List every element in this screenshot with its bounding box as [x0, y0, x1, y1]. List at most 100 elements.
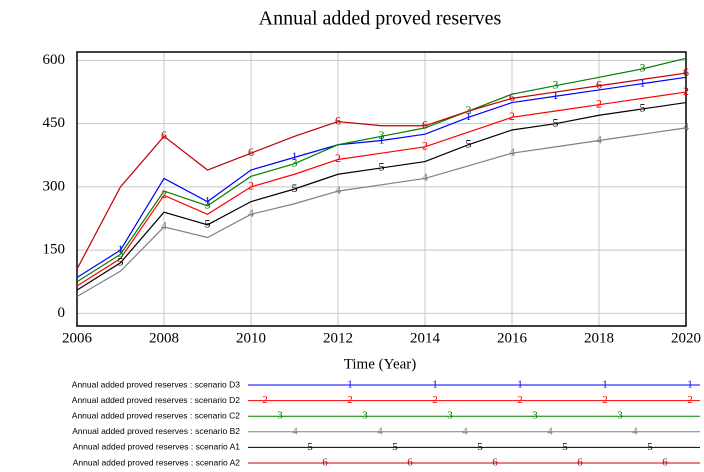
series-marker: 2 — [596, 96, 602, 110]
series-marker: 6 — [683, 65, 689, 79]
legend-marker: 5 — [477, 441, 483, 453]
series-line — [76, 101, 687, 291]
series-marker: 2 — [509, 109, 515, 123]
legend-marker: 4 — [292, 425, 298, 437]
legend-marker: 2 — [687, 394, 693, 406]
series-marker: 6 — [248, 145, 254, 159]
legend-marker: 3 — [617, 410, 623, 422]
legend-marker: 4 — [377, 425, 383, 437]
x-axis-label: Time (Year) — [344, 356, 417, 372]
legend-label: Annual added proved reserves : scenario … — [73, 457, 241, 467]
series-marker: 3 — [118, 246, 124, 260]
series-marker: 3 — [640, 61, 646, 75]
legend-marker: 1 — [687, 379, 693, 391]
series-line — [76, 72, 687, 270]
legend-label: Annual added proved reserves : scenario … — [72, 410, 240, 420]
x-tick-label: 2006 — [62, 330, 93, 346]
legend-marker: 6 — [577, 457, 583, 469]
series-marker: 5 — [553, 115, 559, 129]
series-marker: 5 — [640, 101, 646, 115]
series-marker: 1 — [379, 132, 385, 146]
series-marker: 5 — [205, 217, 211, 231]
chart-title: Annual added proved reserves — [259, 8, 502, 30]
series-line — [76, 127, 687, 298]
series-marker: 3 — [466, 103, 472, 117]
series-marker: 4 — [335, 183, 341, 197]
x-tick-label: 2016 — [497, 330, 528, 346]
y-tick-label: 0 — [58, 305, 66, 321]
series-marker: 6 — [422, 118, 428, 132]
series-marker: 6 — [596, 77, 602, 91]
legend-marker: 3 — [532, 410, 538, 422]
y-tick-label: 300 — [43, 178, 66, 194]
x-tick-label: 2010 — [236, 330, 266, 346]
series-marker: 5 — [118, 255, 124, 269]
legend-marker: 6 — [407, 457, 413, 469]
legend-marker: 1 — [517, 379, 523, 391]
x-tick-label: 2020 — [671, 330, 701, 346]
legend-marker: 3 — [277, 410, 283, 422]
series-marker: 5 — [379, 160, 385, 174]
series-marker: 4 — [596, 132, 602, 146]
legend-marker: 1 — [347, 379, 353, 391]
series-marker: 4 — [248, 206, 254, 220]
legend-label: Annual added proved reserves : scenario … — [72, 379, 240, 389]
x-tick-label: 2008 — [149, 330, 179, 346]
legend-marker: 5 — [307, 441, 313, 453]
series-marker: 5 — [466, 136, 472, 150]
series-line — [76, 91, 687, 287]
series-marker: 4 — [683, 120, 689, 134]
legend-marker: 4 — [547, 425, 553, 437]
series-marker: 1 — [553, 88, 559, 102]
series-marker: 1 — [292, 149, 298, 163]
series-marker: 2 — [335, 151, 341, 165]
legend-label: Annual added proved reserves : scenario … — [73, 442, 241, 452]
legend-marker: 3 — [362, 410, 368, 422]
series-marker: 2 — [422, 139, 428, 153]
plot-frame — [76, 51, 687, 327]
legend-marker: 5 — [392, 441, 398, 453]
y-tick-label: 600 — [43, 52, 66, 68]
series-marker: 5 — [292, 181, 298, 195]
series-marker: 6 — [509, 90, 515, 104]
series-marker: 2 — [248, 179, 254, 193]
legend-label: Annual added proved reserves : scenario … — [72, 426, 240, 436]
legend-marker: 2 — [262, 394, 268, 406]
series-marker: 4 — [422, 170, 428, 184]
series-marker: 6 — [335, 113, 341, 127]
legend-label: Annual added proved reserves : scenario … — [72, 395, 240, 405]
legend-marker: 3 — [447, 410, 453, 422]
series-marker: 1 — [466, 109, 472, 123]
series-marker: 1 — [118, 242, 124, 256]
legend-marker: 2 — [602, 394, 608, 406]
series-line — [76, 57, 687, 283]
x-tick-label: 2018 — [584, 330, 614, 346]
series-marker: 2 — [161, 187, 167, 201]
legend-marker: 1 — [602, 379, 608, 391]
legend-marker: 2 — [432, 394, 438, 406]
legend-marker: 4 — [462, 425, 468, 437]
y-tick-label: 150 — [43, 242, 66, 258]
series-marker: 3 — [205, 198, 211, 212]
legend-marker: 2 — [517, 394, 523, 406]
legend-marker: 5 — [647, 441, 653, 453]
series-marker: 1 — [205, 193, 211, 207]
x-tick-label: 2014 — [410, 330, 441, 346]
legend-marker: 6 — [492, 457, 498, 469]
series-marker: 4 — [161, 219, 167, 233]
series-marker: 6 — [161, 128, 167, 142]
legend-marker: 2 — [347, 394, 353, 406]
series-marker: 4 — [509, 145, 515, 159]
series-marker: 3 — [292, 155, 298, 169]
legend-marker: 1 — [432, 379, 438, 391]
legend-marker: 5 — [562, 441, 568, 453]
legend-marker: 6 — [322, 457, 328, 469]
series-marker: 3 — [553, 77, 559, 91]
legend-marker: 6 — [662, 457, 668, 469]
legend-marker: 4 — [632, 425, 638, 437]
series-marker: 2 — [683, 84, 689, 98]
series-line — [76, 76, 687, 279]
y-tick-label: 450 — [43, 115, 66, 131]
series-marker: 3 — [379, 128, 385, 142]
